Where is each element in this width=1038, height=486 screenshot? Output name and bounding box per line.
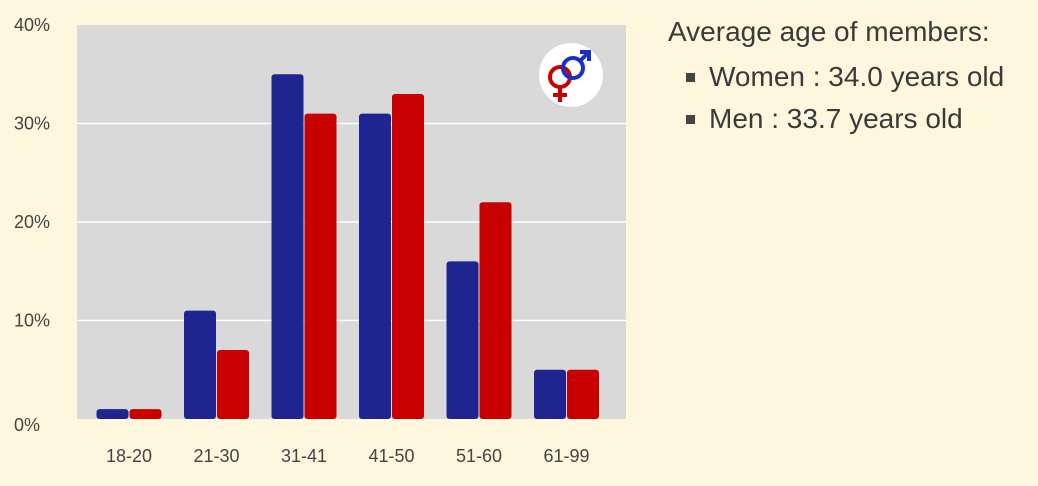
x-tick-label: 41-50 — [368, 446, 414, 466]
x-tick-label: 61-99 — [543, 446, 589, 466]
bar-41-50-series-1 — [359, 113, 391, 420]
y-axis-ticks: 0% 10% 20% 30% 40% — [14, 15, 50, 435]
bar-51-60-series-2 — [479, 202, 512, 419]
bars — [96, 74, 599, 420]
x-tick-label: 51-60 — [456, 446, 502, 466]
bullet-icon — [686, 72, 695, 82]
bar-61-99-series-2 — [567, 369, 599, 419]
bar-21-30-series-2 — [217, 350, 249, 419]
women-average-age: Women : 34.0 years old — [668, 56, 1034, 98]
x-axis-ticks: 18-20 21-30 31-41 41-50 51-60 61-99 — [106, 446, 590, 466]
bar-21-30-series-1 — [184, 310, 216, 419]
stats-title: Average age of members: — [668, 16, 990, 47]
bar-41-50-series-2 — [392, 93, 424, 419]
stat-label: Men : 33.7 years old — [709, 103, 963, 134]
bar-18-20-series-2 — [129, 409, 162, 419]
bar-61-99-series-1 — [534, 369, 566, 419]
bar-18-20-series-1 — [96, 409, 129, 419]
y-tick-label: 40% — [14, 15, 50, 35]
bar-31-41-series-2 — [304, 113, 337, 420]
x-tick-label: 18-20 — [106, 446, 152, 466]
bullet-icon — [686, 114, 695, 124]
bar-31-41-series-1 — [271, 74, 304, 419]
y-tick-label: 10% — [14, 311, 50, 331]
y-tick-label: 20% — [14, 212, 50, 232]
y-tick-label: 30% — [14, 114, 50, 134]
average-age-panel: Average age of members: Women : 34.0 yea… — [668, 16, 1034, 140]
stat-label: Women : 34.0 years old — [709, 61, 1005, 92]
x-tick-label: 31-41 — [281, 446, 327, 466]
gridlines — [77, 122, 626, 322]
men-average-age: Men : 33.7 years old — [668, 98, 1034, 140]
y-tick-label: 0% — [14, 415, 40, 435]
gender-symbols-icon — [539, 43, 603, 107]
bar-chart: 0% 10% 20% 30% 40% 18-20 21-30 31-41 41-50 51-60… — [14, 15, 626, 466]
stats-list: Women : 34.0 years old Men : 33.7 years … — [668, 56, 1034, 140]
bar-51-60-series-1 — [446, 261, 479, 419]
x-tick-label: 21-30 — [193, 446, 239, 466]
